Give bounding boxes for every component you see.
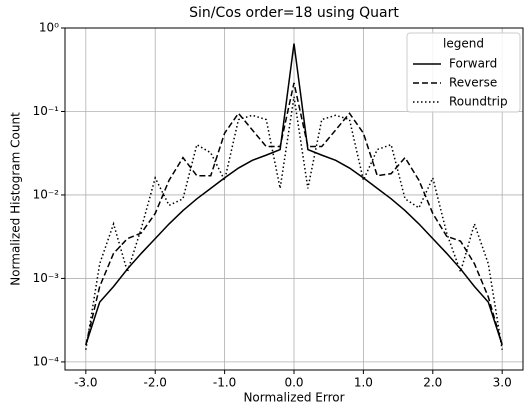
y-tick-label: 10⁻²	[33, 187, 60, 201]
legend-title: legend	[443, 37, 484, 51]
x-tick-label: 3.0	[493, 376, 512, 390]
y-tick-label: 10⁰	[39, 21, 59, 35]
x-tick-label: 0.0	[284, 376, 303, 390]
x-axis-label: Normalized Error	[243, 391, 344, 405]
y-tick-label: 10⁻⁴	[33, 354, 60, 368]
series-line	[85, 96, 503, 350]
series-line	[85, 43, 503, 346]
x-tick-label: -2.0	[144, 376, 167, 390]
y-tick-label: 10⁻¹	[33, 104, 60, 118]
x-tick-label: -1.0	[213, 376, 236, 390]
x-tick-label: 2.0	[423, 376, 442, 390]
chart-title: Sin/Cos order=18 using Quart	[189, 5, 399, 21]
legend-box	[406, 32, 521, 113]
x-tick-label: 1.0	[354, 376, 373, 390]
y-axis-label: Normalized Histogram Count	[9, 112, 23, 286]
legend-label: Roundtrip	[449, 95, 508, 109]
x-tick-label: -3.0	[74, 376, 97, 390]
legend-label: Forward	[449, 57, 497, 71]
series-line	[85, 82, 503, 346]
y-tick-label: 10⁻³	[33, 271, 60, 285]
legend-label: Reverse	[449, 76, 497, 90]
plot-frame	[64, 27, 524, 371]
